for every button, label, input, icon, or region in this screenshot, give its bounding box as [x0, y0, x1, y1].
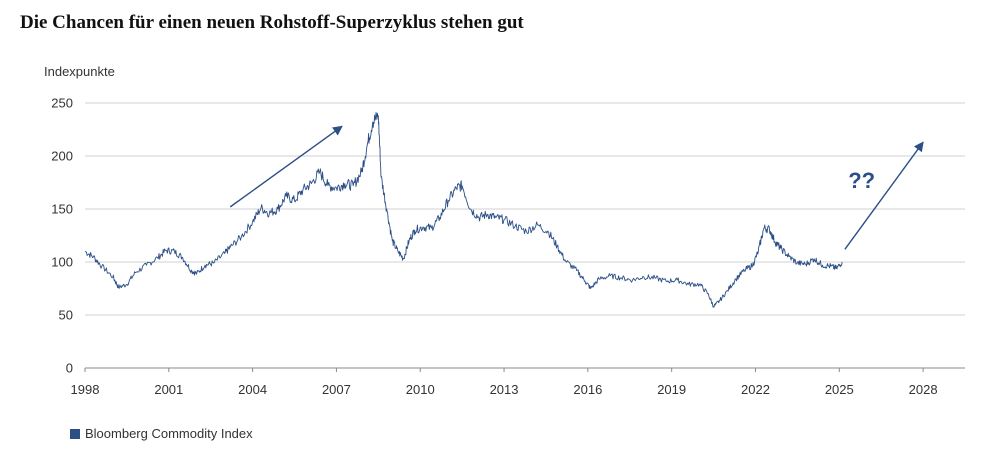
y-tick-label: 200: [51, 149, 73, 164]
y-tick-label: 100: [51, 255, 73, 270]
x-tick-label: 2019: [657, 382, 686, 397]
y-tick-label: 150: [51, 202, 73, 217]
x-tick-label: 2007: [322, 382, 351, 397]
y-tick-label: 250: [51, 96, 73, 111]
x-tick-label: 2010: [406, 382, 435, 397]
x-tick-label: 2028: [909, 382, 938, 397]
y-axis-label: Indexpunkte: [44, 64, 115, 79]
chart-legend: Bloomberg Commodity Index: [70, 426, 253, 441]
legend-swatch: [70, 428, 80, 439]
legend-label: Bloomberg Commodity Index: [85, 426, 253, 441]
y-tick-label: 50: [59, 308, 73, 323]
x-tick-label: 2013: [490, 382, 519, 397]
series-line-0: [84, 112, 843, 308]
question-marks-annotation: ??: [848, 168, 875, 193]
x-tick-label: 2004: [238, 382, 267, 397]
x-tick-label: 2001: [154, 382, 183, 397]
x-tick-label: 1998: [71, 382, 100, 397]
x-tick-label: 2016: [573, 382, 602, 397]
x-tick-label: 2025: [825, 382, 854, 397]
chart-title: Die Chancen für einen neuen Rohstoff-Sup…: [20, 12, 524, 33]
x-tick-label: 2022: [741, 382, 770, 397]
trend-arrow-1: [844, 141, 924, 250]
trend-arrow-0: [229, 125, 343, 208]
y-tick-label: 0: [66, 361, 73, 376]
